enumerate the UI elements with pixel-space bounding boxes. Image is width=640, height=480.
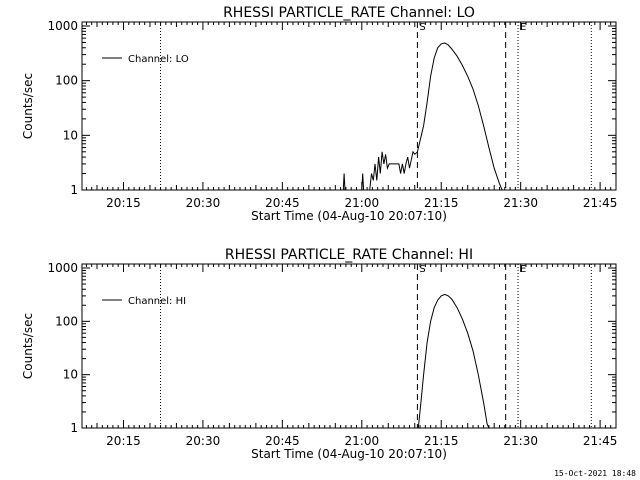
x-tick-label: 21:45 (583, 434, 618, 448)
x-tick-label: 21:30 (503, 196, 538, 210)
legend-label: Channel: HI (128, 296, 186, 307)
chart-panel-hi: RHESSI PARTICLE_RATE Channel: HI 1 10 100 10… (21, 247, 617, 461)
x-tick-label: 21:30 (503, 434, 538, 448)
legend-label: Channel: LO (128, 54, 189, 65)
series-line (417, 293, 490, 429)
x-tick-label: 20:15 (106, 434, 141, 448)
x-tick-label: 20:30 (186, 196, 221, 210)
x-tick-label: 20:15 (106, 196, 141, 210)
y-axis-label: Counts/sec (21, 73, 35, 139)
time-marker-label: E (520, 264, 526, 275)
y-tick-label: 1 (70, 421, 78, 435)
chart-panel-lo: RHESSI PARTICLE_RATE Channel: LO 1 10 100 10… (21, 5, 617, 223)
series-line (342, 173, 346, 191)
plot-frame (81, 21, 617, 191)
y-tick-label: 10 (63, 368, 78, 382)
x-axis-label: Start Time (04-Aug-10 20:07:10) (251, 447, 447, 461)
y-tick-label: 1000 (47, 261, 78, 275)
x-tick-label: 21:45 (583, 196, 618, 210)
x-tick-label: 20:30 (186, 434, 221, 448)
chart-title: RHESSI PARTICLE_RATE Channel: LO (223, 5, 475, 21)
y-tick-label: 10 (63, 128, 78, 142)
x-tick-label: 20:45 (265, 434, 300, 448)
plot-frame (81, 263, 617, 429)
footer-timestamp: 15-Oct-2021 18:48 (554, 469, 636, 478)
x-tick-label: 21:00 (345, 434, 380, 448)
x-axis-label: Start Time (04-Aug-10 20:07:10) (251, 209, 447, 223)
y-axis-label: Counts/sec (21, 313, 35, 379)
x-tick-label: 21:00 (345, 196, 380, 210)
x-tick-label: 20:45 (265, 196, 300, 210)
y-tick-label: 1 (70, 183, 78, 197)
series-line (369, 42, 503, 191)
time-marker-label: E (520, 22, 526, 33)
x-tick-label: 21:15 (424, 196, 459, 210)
chart-title: RHESSI PARTICLE_RATE Channel: HI (225, 247, 473, 263)
y-tick-label: 100 (55, 74, 78, 88)
y-tick-label: 100 (55, 314, 78, 328)
series-line (361, 173, 365, 191)
x-tick-label: 21:15 (424, 434, 459, 448)
time-marker-label: S (419, 22, 425, 33)
time-marker-label: S (419, 264, 425, 275)
y-tick-label: 1000 (47, 19, 78, 33)
